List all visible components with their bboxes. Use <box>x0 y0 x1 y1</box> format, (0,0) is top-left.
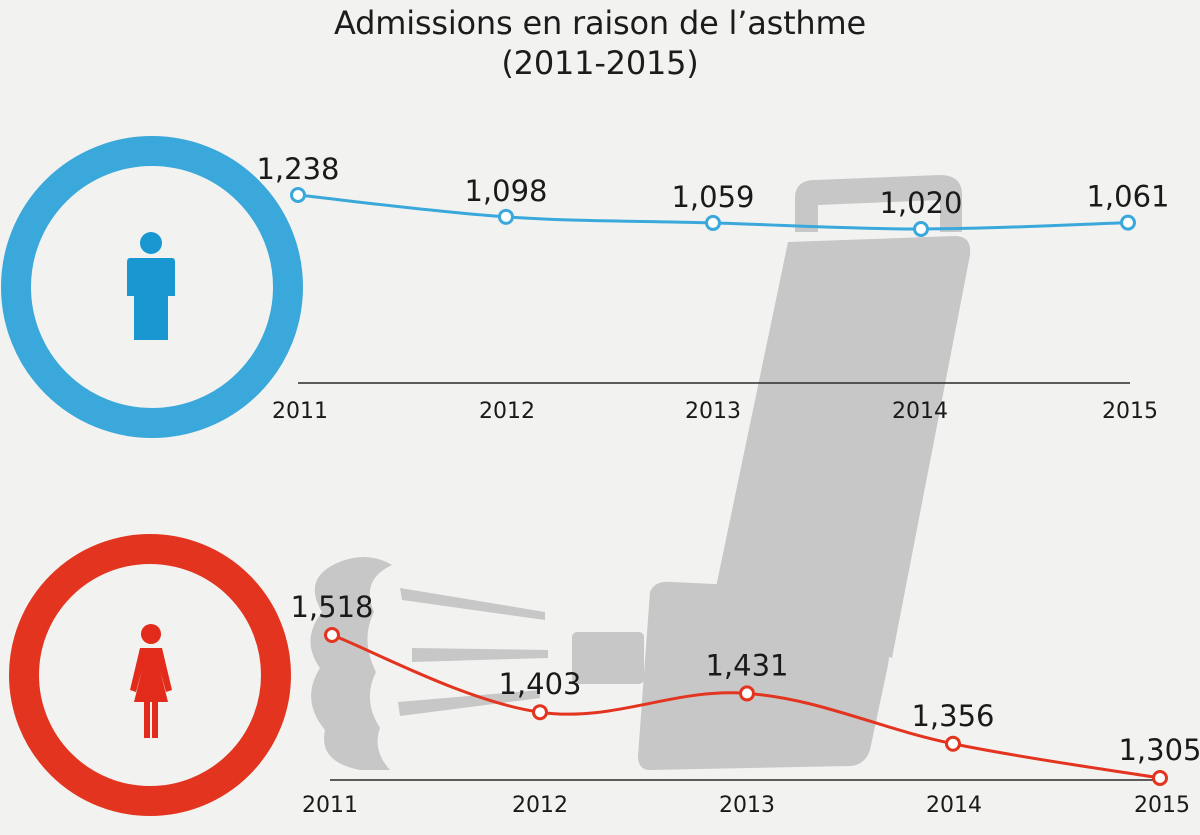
male-person-icon <box>127 232 175 340</box>
inhaler-icon <box>310 175 971 770</box>
data-point <box>705 214 721 231</box>
male-line-chart: 1,238 2011 1,098 2012 1,059 2013 1,020 2014 1,06… <box>256 152 1169 424</box>
x-tick-label: 2012 <box>512 793 568 818</box>
data-point <box>498 208 514 225</box>
male-icon-badge <box>1 136 303 438</box>
data-label: 1,098 <box>464 174 547 208</box>
data-label: 1,238 <box>256 152 339 186</box>
data-label: 1,059 <box>671 180 754 214</box>
data-point <box>532 704 548 721</box>
data-point <box>739 685 755 702</box>
x-tick-label: 2013 <box>685 399 741 424</box>
female-line-chart: 1,518 2011 1,403 2012 1,431 2013 1,356 2014 1,30… <box>290 590 1200 818</box>
female-icon-badge <box>9 534 291 816</box>
data-point <box>945 735 961 752</box>
x-tick-label: 2011 <box>302 793 358 818</box>
data-label: 1,403 <box>498 667 581 701</box>
x-tick-label: 2015 <box>1102 399 1158 424</box>
data-label: 1,431 <box>705 648 788 682</box>
data-label: 1,518 <box>290 590 373 624</box>
chart-title: Admissions en raison de l’asthme <box>334 4 866 42</box>
data-label: 1,305 <box>1118 733 1200 767</box>
chart-subtitle: (2011-2015) <box>501 44 699 82</box>
data-point <box>1120 214 1136 231</box>
x-tick-label: 2013 <box>719 793 775 818</box>
data-label: 1,020 <box>879 186 962 220</box>
data-label: 1,356 <box>911 699 994 733</box>
data-point <box>324 627 340 643</box>
female-person-icon <box>130 624 172 738</box>
data-label: 1,061 <box>1086 180 1169 214</box>
x-tick-label: 2015 <box>1134 793 1190 818</box>
data-point <box>290 187 306 203</box>
x-tick-label: 2014 <box>926 793 982 818</box>
x-tick-label: 2012 <box>479 399 535 424</box>
x-tick-label: 2014 <box>892 399 948 424</box>
data-point <box>913 221 929 237</box>
x-tick-label: 2011 <box>272 399 328 424</box>
data-point <box>1152 770 1168 786</box>
